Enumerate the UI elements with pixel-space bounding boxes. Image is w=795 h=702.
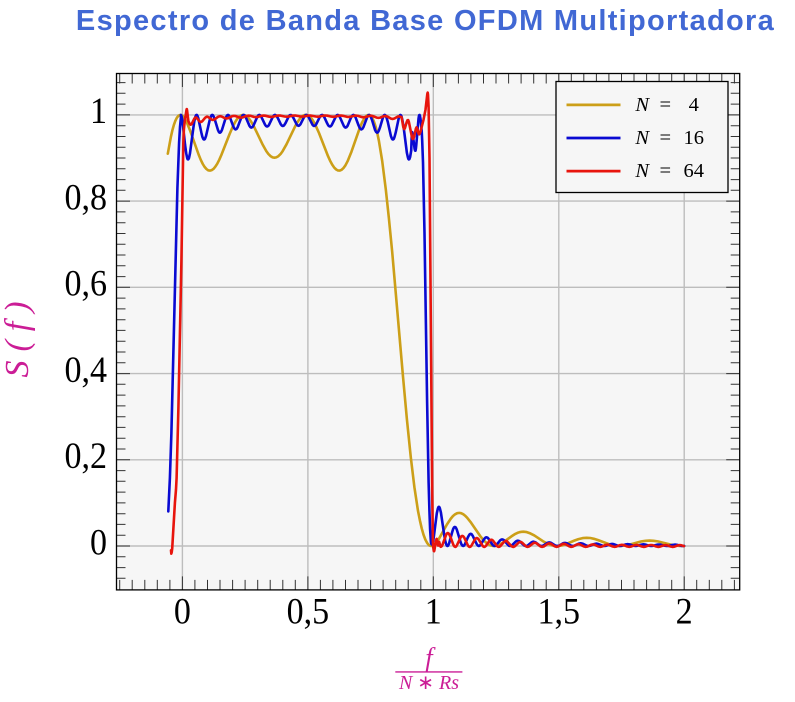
svg-text:0,6: 0,6 (64, 262, 107, 304)
svg-text:1,5: 1,5 (538, 590, 581, 632)
svg-text:2: 2 (676, 590, 693, 632)
svg-text:f: f (425, 643, 436, 672)
svg-text:N= 4: N = 4 (634, 94, 698, 116)
svg-text:0: 0 (90, 521, 107, 563)
svg-text:1: 1 (425, 590, 442, 632)
svg-text:N ∗ Rs: N ∗ Rs (398, 672, 459, 694)
svg-text:N=16: N = 16 (634, 127, 704, 149)
svg-text:0,8: 0,8 (64, 176, 107, 218)
svg-text:1: 1 (90, 90, 107, 132)
svg-text:0,5: 0,5 (287, 590, 330, 632)
svg-text:S(f): S(f) (0, 292, 36, 377)
svg-text:N=64: N = 64 (634, 160, 704, 182)
svg-text:0,2: 0,2 (64, 435, 107, 477)
svg-text:0,4: 0,4 (64, 349, 107, 391)
svg-text:0: 0 (174, 590, 191, 632)
